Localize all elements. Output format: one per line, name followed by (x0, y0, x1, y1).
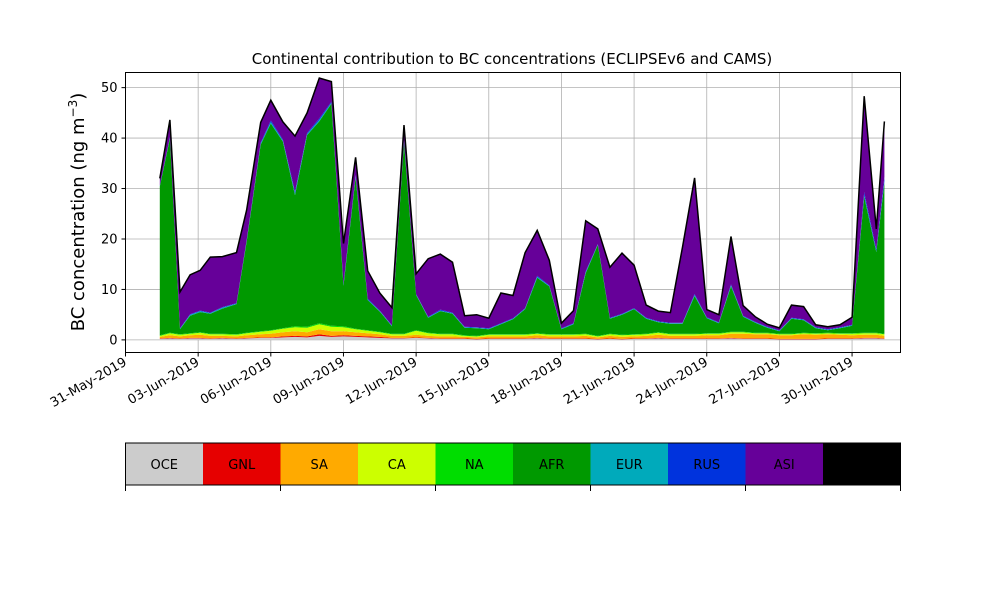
y-tick-label: 10 (101, 283, 118, 298)
legend-label-rus: RUS (693, 458, 720, 473)
legend-swatch-ca (358, 443, 436, 485)
legend-label-asi: ASI (774, 458, 795, 473)
legend-swatch-oce (125, 443, 203, 485)
y-axis-label: BC concentration (ng m−3) (66, 93, 89, 332)
legend-label-sa: SA (311, 458, 328, 473)
legend-label-gnl: GNL (228, 458, 256, 473)
legend-colorbar: OCE GNL SA CA NA AFR EUR RUS ASI AUS (125, 442, 901, 491)
area-sa (159, 329, 885, 339)
chart-title: Continental contribution to BC concentra… (252, 50, 773, 68)
legend-label-ca: CA (388, 458, 406, 473)
x-tick-label: 21-Jun-2019 (561, 355, 638, 408)
x-tick-label: 12-Jun-2019 (343, 355, 420, 408)
x-tick-label: 24-Jun-2019 (634, 355, 711, 408)
y-axis-label-main: BC concentration (ng m (68, 117, 89, 331)
y-tick-label: 0 (109, 333, 117, 348)
area-gnl (159, 334, 885, 340)
legend-swatch-gnl (203, 443, 281, 485)
legend-label-na: NA (465, 458, 484, 473)
y-tick-label: 40 (101, 132, 118, 147)
total-outline (159, 77, 886, 329)
area-asi (159, 78, 885, 331)
y-tick-label: 30 (101, 182, 118, 197)
stacked-areas (159, 78, 885, 340)
x-tick-label: 09-Jun-2019 (271, 355, 348, 408)
legend-label-eur: EUR (616, 458, 643, 473)
legend-label-oce: OCE (150, 458, 178, 473)
legend-label-afr: AFR (539, 458, 564, 473)
legend-swatch-sa (280, 443, 358, 485)
legend-swatch-na (435, 443, 513, 485)
area-na (159, 323, 885, 337)
legend-swatch-eur (590, 443, 668, 485)
plot-frame (125, 72, 901, 353)
x-tick-label: 06-Jun-2019 (198, 355, 275, 408)
x-tick-label: 18-Jun-2019 (489, 355, 566, 408)
x-tick-label: 27-Jun-2019 (707, 355, 784, 408)
x-tick-label: 31-May-2019 (48, 355, 130, 411)
x-tick-label: 03-Jun-2019 (125, 355, 202, 408)
legend-swatch-afr (513, 443, 591, 485)
legend-swatch-asi (745, 443, 823, 485)
area-ca (159, 324, 885, 338)
y-tick-label: 20 (101, 232, 118, 247)
area-afr (159, 103, 885, 336)
y-tick-label: 50 (101, 81, 118, 96)
legend-swatch-rus (668, 443, 746, 485)
x-tick-label: 30-Jun-2019 (779, 355, 856, 408)
y-axis-label-exponent: −3 (66, 100, 80, 118)
legend-label-aus: AUS (848, 458, 875, 473)
legend-swatch-aus (823, 443, 901, 485)
y-axis-label-close: ) (68, 93, 89, 100)
legend-frame (125, 442, 901, 486)
x-tick-label: 15-Jun-2019 (416, 355, 493, 408)
